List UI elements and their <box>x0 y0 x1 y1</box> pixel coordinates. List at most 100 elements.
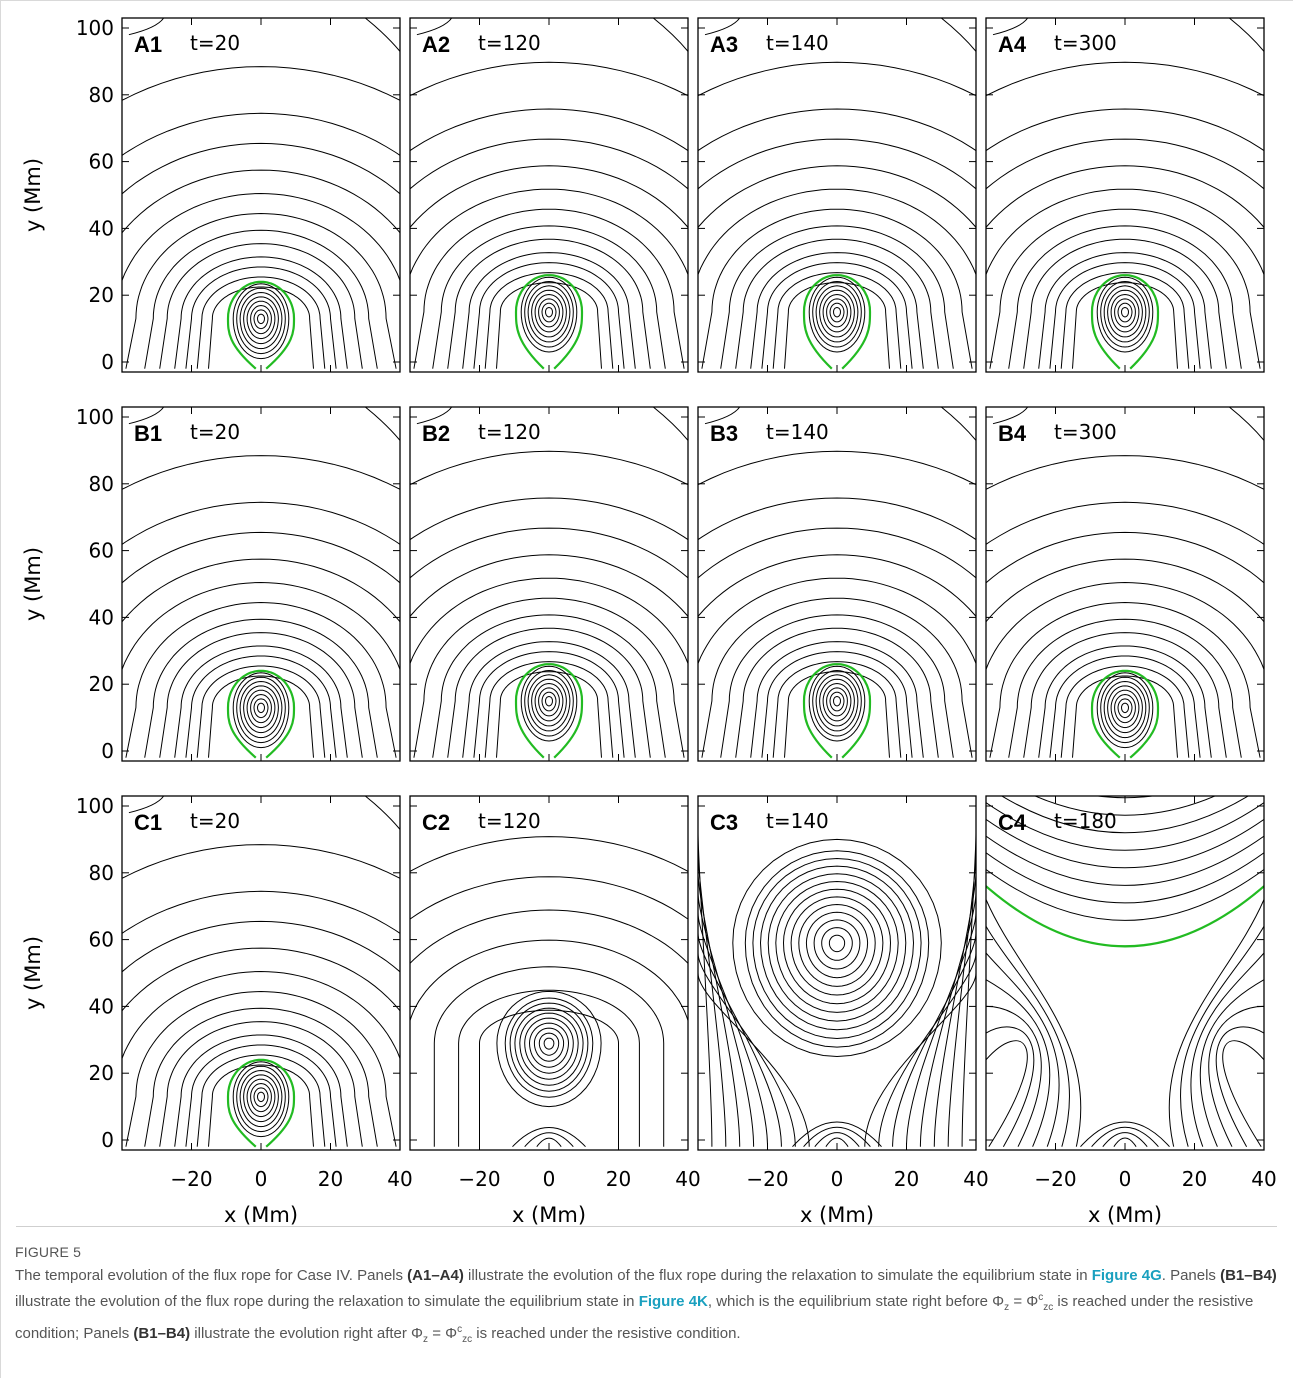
field-line-contour <box>822 682 852 722</box>
x-tick-label: 20 <box>894 1167 919 1191</box>
field-line-contour <box>410 577 688 666</box>
x-tick-label: 40 <box>675 1167 700 1191</box>
field-line-contour <box>701 597 973 758</box>
field-line-contour <box>826 687 848 717</box>
caption-sup: c <box>457 1324 463 1335</box>
panel-frame <box>985 795 1265 1151</box>
field-line-contour <box>1107 289 1143 338</box>
panel-time-label: t=20 <box>190 31 240 55</box>
field-line-contour <box>805 911 869 979</box>
caption-seg: is reached under the resistive condition… <box>15 1293 1254 1342</box>
field-line-contour <box>782 888 892 1005</box>
field-line-contour <box>761 262 913 369</box>
field-line-contour <box>541 302 557 323</box>
field-line-contour <box>246 1078 276 1118</box>
field-line-contour <box>236 676 286 744</box>
field-line-contour <box>1215 1026 1264 1147</box>
field-line-contour <box>822 293 852 333</box>
field-line-contour <box>698 527 976 579</box>
field-line-contour <box>815 285 859 343</box>
field-line-contour <box>544 306 554 318</box>
field-line-contour <box>933 872 976 1147</box>
field-line-contour <box>125 212 397 369</box>
field-line-contour <box>992 407 1029 425</box>
field-line-contour <box>1120 306 1130 318</box>
field-line-contour <box>122 890 400 935</box>
field-line-contour <box>174 256 348 369</box>
field-line-contour <box>447 627 651 758</box>
contour-lines <box>122 407 400 759</box>
separatrix-contour <box>514 274 584 370</box>
y-tick-label: 20 <box>89 672 114 696</box>
field-line-contour <box>174 645 348 758</box>
caption-seg: = Φ <box>428 1325 458 1342</box>
field-line-contour <box>704 407 741 425</box>
field-line-contour <box>698 138 976 190</box>
field-line-contour <box>185 655 337 758</box>
field-line-contour <box>986 558 1264 623</box>
field-line-contour <box>986 1040 1028 1147</box>
y-tick-label: 80 <box>89 861 114 885</box>
field-line-contour <box>232 1061 290 1138</box>
field-line-contour <box>159 632 363 758</box>
field-line-contour <box>196 276 326 369</box>
field-line-contour <box>698 188 976 277</box>
field-line-contour <box>759 865 915 1031</box>
field-line-contour <box>698 932 782 1147</box>
field-line-contour <box>256 1091 266 1103</box>
separatrix-contour <box>226 280 296 370</box>
y-tick-label: 100 <box>76 794 114 818</box>
panel-frame <box>985 406 1265 762</box>
y-tick-label: 40 <box>89 605 114 629</box>
field-line-contour <box>239 1069 283 1128</box>
field-line-contour <box>1110 293 1140 333</box>
panel-time-label: t=20 <box>190 420 240 444</box>
contour-lines <box>410 407 688 759</box>
field-line-contour <box>410 876 688 920</box>
panel-frame <box>697 795 977 1151</box>
caption-seg: The temporal evolution of the flux rope … <box>15 1267 408 1284</box>
field-line-contour <box>174 1034 348 1147</box>
field-line-contour <box>704 18 741 36</box>
field-line-contour <box>698 952 796 1147</box>
field-line-contour <box>752 857 922 1040</box>
field-line-contour <box>208 1064 314 1147</box>
field-line-contour <box>159 1021 363 1147</box>
field-line-contour <box>1080 1121 1170 1148</box>
field-line-contour <box>1000 796 1250 834</box>
field-line-contour <box>698 450 976 486</box>
field-line-contour <box>144 618 378 758</box>
panel-id-label: C1 <box>134 810 162 835</box>
field-line-contour <box>128 796 165 814</box>
field-line-contour <box>813 919 861 970</box>
field-line-contour <box>819 289 855 338</box>
field-line-contour <box>864 972 976 1147</box>
y-tick-label: 60 <box>89 928 114 952</box>
field-line-contour <box>208 675 314 758</box>
contour-lines <box>698 18 976 370</box>
field-line-contour <box>698 872 741 1147</box>
field-line-contour <box>961 832 976 1147</box>
panel-a4: A4 t=300 <box>985 17 1265 373</box>
panel-id-label: B4 <box>998 421 1027 446</box>
field-line-contour <box>775 880 899 1013</box>
field-line-contour <box>784 671 890 758</box>
field-line-contour <box>538 1032 560 1056</box>
field-line-contour <box>821 927 853 961</box>
figure-4g-link[interactable]: Figure 4G <box>1091 1267 1162 1284</box>
field-line-contour <box>986 835 1264 886</box>
field-line-contour <box>122 947 400 1012</box>
figure-4k-link[interactable]: Figure 4K <box>638 1293 708 1310</box>
y-tick-label: 0 <box>101 1128 114 1152</box>
panel-frame <box>697 17 977 373</box>
x-axis-label: x (Mm) <box>224 1203 298 1225</box>
y-axis-label: y (Mm) <box>21 547 45 621</box>
field-line-contour <box>986 818 1264 869</box>
caption-sub: z <box>423 1334 429 1345</box>
field-line-contour <box>1208 1005 1264 1147</box>
y-tick-label: 60 <box>89 150 114 174</box>
field-line-contour <box>527 674 571 732</box>
field-line-contour <box>410 108 688 152</box>
field-line-contour <box>832 695 842 707</box>
field-line-contour <box>744 850 930 1048</box>
